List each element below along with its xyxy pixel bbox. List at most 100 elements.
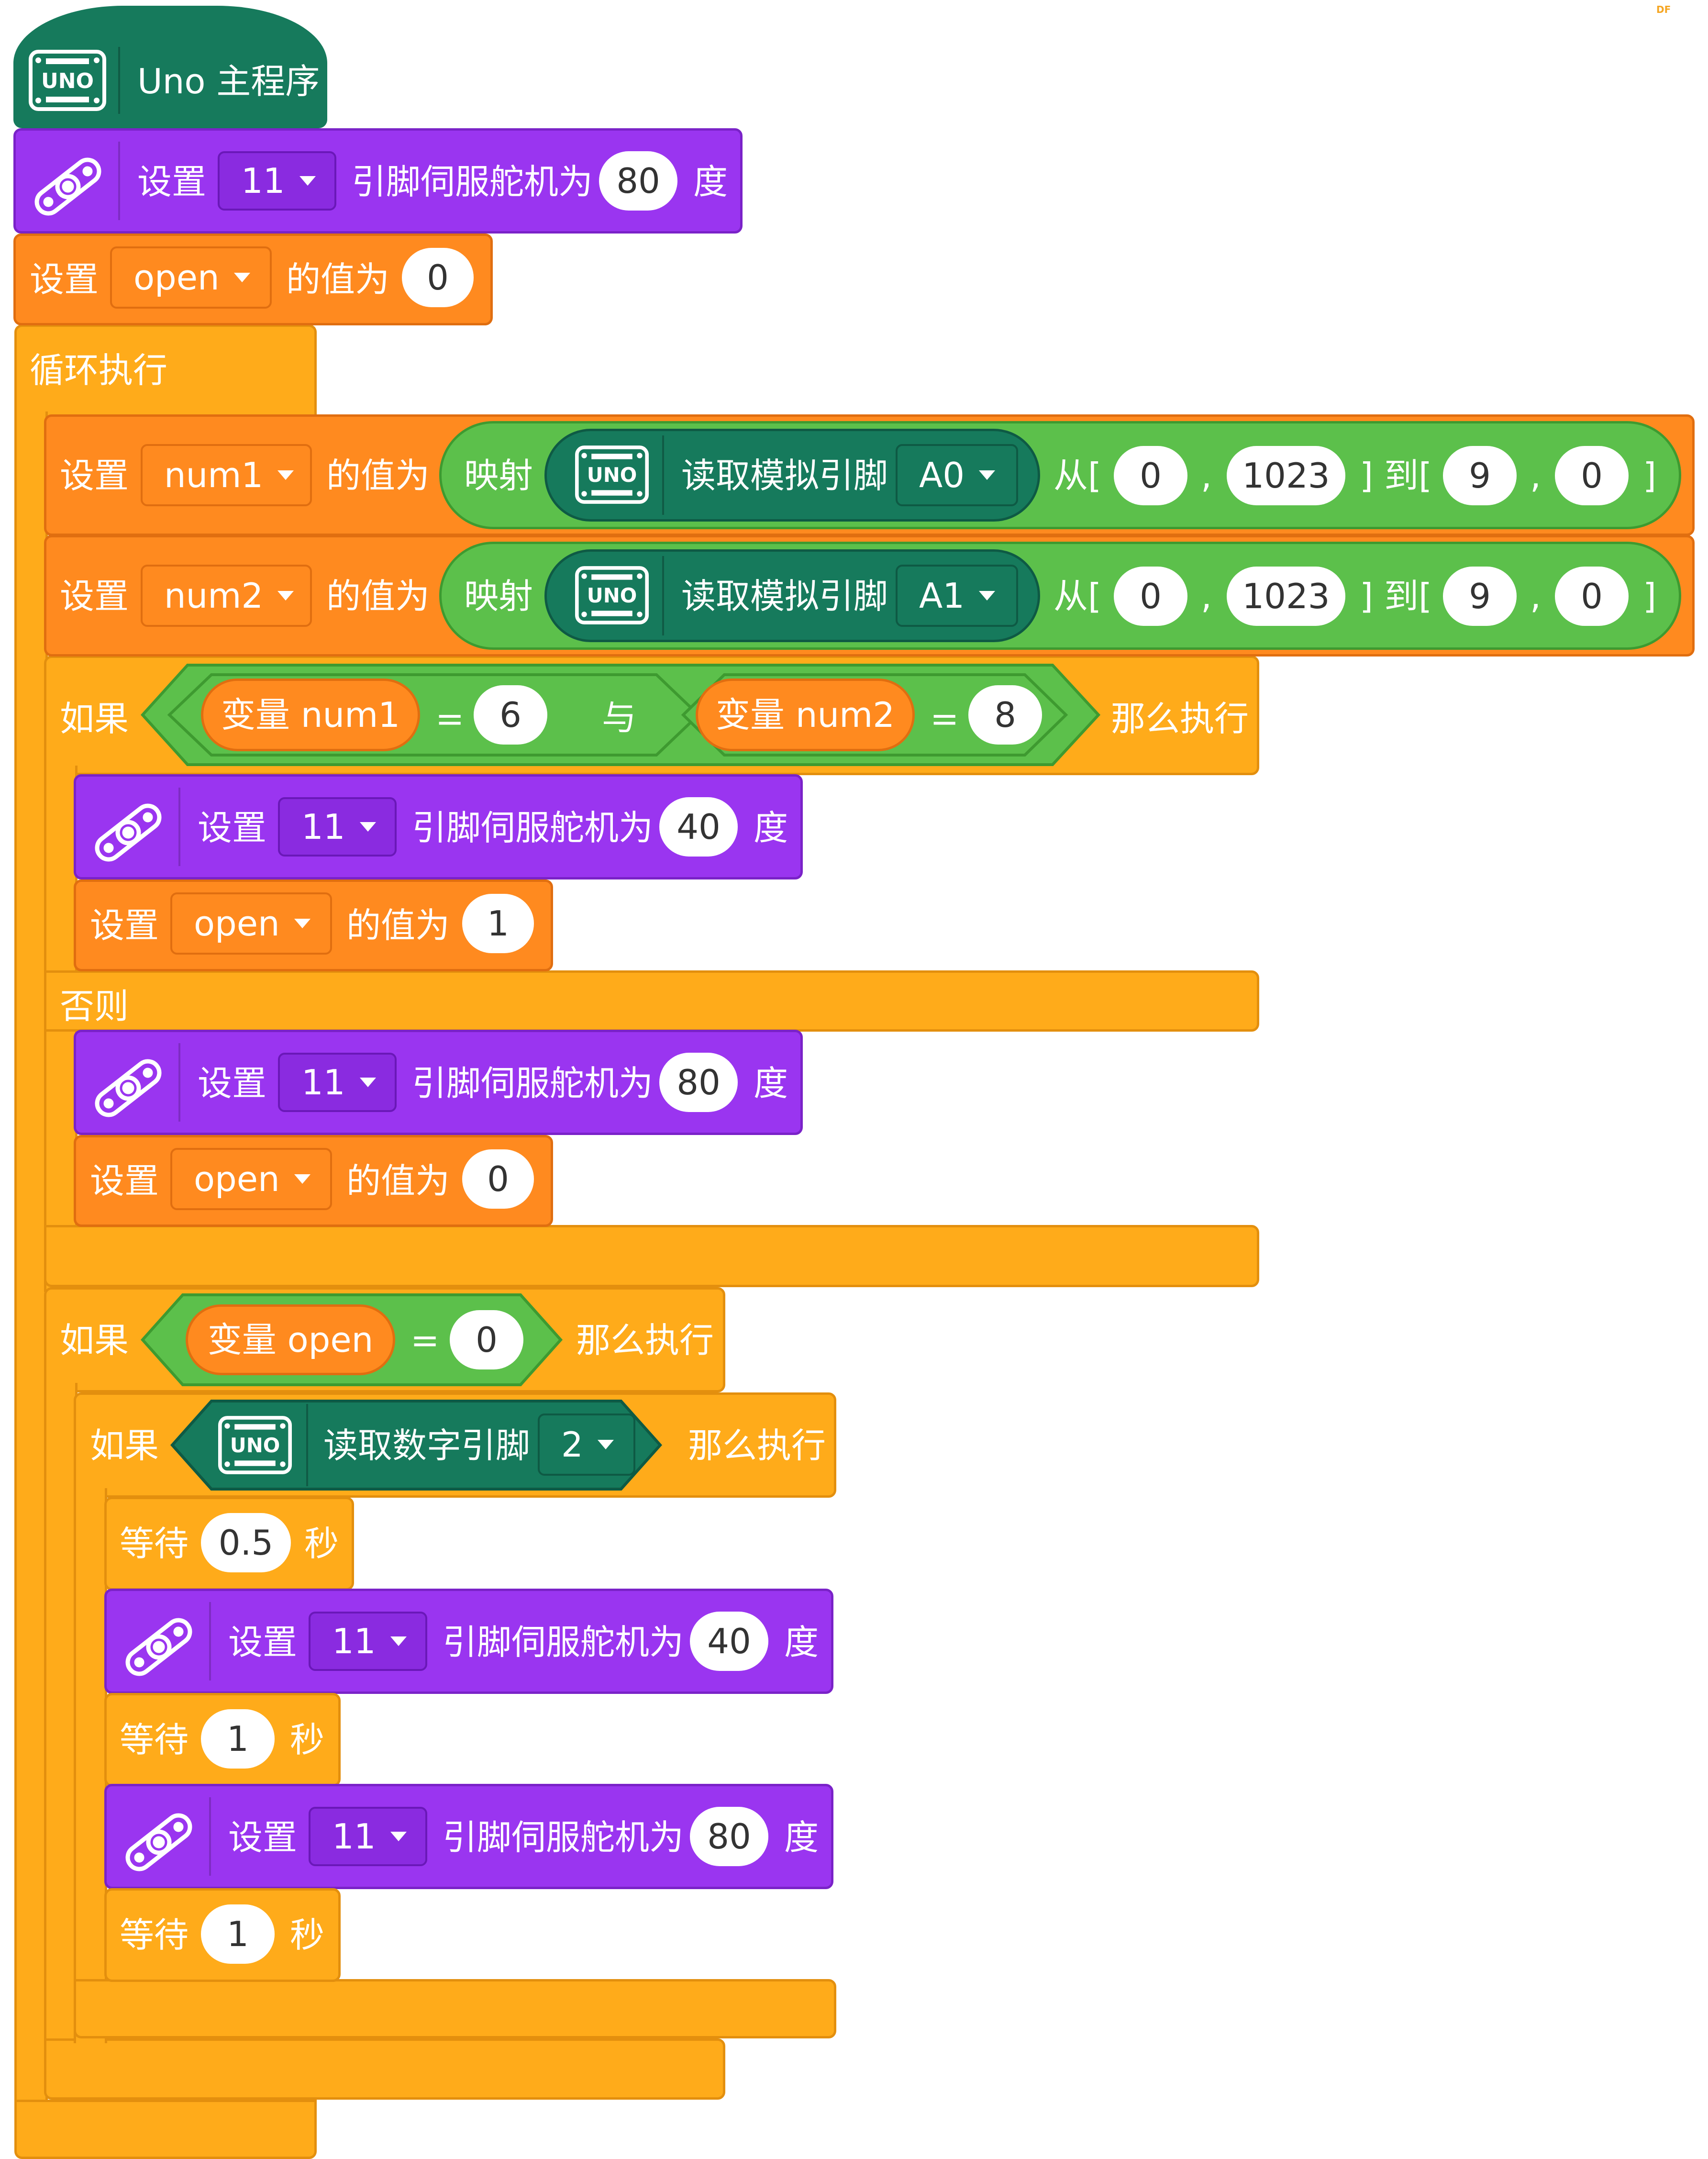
var-num1-reporter[interactable]: 变量 num1 [201,679,420,751]
var-dropdown-num2[interactable]: num2 [141,565,312,627]
degree-label: 度 [784,1622,819,1662]
comma: , [1201,456,1212,496]
wait-input[interactable]: 1 [201,1709,275,1769]
var-dropdown-num1[interactable]: num1 [141,444,312,506]
servo-pin-label: 引脚伺服舵机为 [412,808,654,848]
loop-bottom [14,2100,317,2159]
if-label: 如果 [90,1425,159,1466]
loop-label: 循环执行 [30,350,168,390]
set-label: 设置 [90,1161,159,1201]
servo-pin-label: 引脚伺服舵机为 [352,162,593,202]
wait-label: 等待 [120,1720,189,1760]
value-input[interactable]: 0 [402,248,474,307]
to-high-input[interactable]: 0 [1555,446,1629,505]
servo-pin-dropdown[interactable]: 11 [309,1807,427,1866]
servo-icon [34,157,101,216]
if1-bottom [44,1225,1259,1287]
analog-pin-dropdown[interactable]: A1 [896,565,1018,627]
servo-pin-dropdown[interactable]: 11 [278,1053,397,1112]
eq-label: = [410,1320,440,1360]
servo-icon [125,1618,192,1676]
degree-label: 度 [754,1063,788,1103]
then-label: 那么执行 [576,1320,714,1360]
value-is-label: 的值为 [326,456,430,496]
uno-board-icon: UNO [29,50,106,111]
close-bracket: ] [1643,456,1657,496]
eq-label: = [930,699,959,739]
servo-angle-input[interactable]: 80 [599,151,677,211]
comma: , [1530,576,1541,616]
wait-label: 等待 [120,1915,189,1955]
watermark: DF [1656,4,1671,15]
if3-left-arm [74,1488,107,2043]
svg-text:UNO: UNO [587,463,637,487]
loop-block[interactable] [14,324,317,415]
servo-pin-dropdown[interactable]: 11 [309,1612,427,1671]
analog-pin-dropdown[interactable]: A0 [896,444,1018,506]
servo-pin-label: 引脚伺服舵机为 [412,1063,654,1103]
var-dropdown-open[interactable]: open [170,1148,332,1210]
and-label: 与 [602,698,637,738]
from-high-input[interactable]: 1023 [1227,446,1345,505]
uno-board-icon: UNO [575,445,649,504]
value-is-label: 的值为 [346,1161,450,1201]
servo-icon [125,1813,192,1871]
sec-label: 秒 [290,1720,325,1760]
if3-bottom [74,1979,836,2038]
servo-set-label: 设置 [198,1063,267,1103]
to-high-input[interactable]: 0 [1555,567,1629,626]
wait-label: 等待 [120,1524,189,1564]
value-is-label: 的值为 [346,905,450,946]
compare-input[interactable]: 6 [474,685,547,745]
if-label: 如果 [60,699,129,739]
servo-angle-input[interactable]: 40 [690,1612,768,1671]
servo-angle-input[interactable]: 80 [690,1807,768,1866]
eq-label: = [435,699,465,739]
var-num2-reporter[interactable]: 变量 num2 [696,679,915,751]
servo-set-label: 设置 [198,808,267,848]
read-analog-label: 读取模拟引脚 [681,456,888,496]
servo-angle-input[interactable]: 80 [659,1053,738,1112]
wait-input[interactable]: 1 [201,1904,275,1964]
map-label: 映射 [464,456,533,496]
set-label: 设置 [90,905,159,946]
servo-pin-dropdown[interactable]: 11 [278,797,397,857]
var-open-reporter[interactable]: 变量 open [186,1304,395,1375]
to-label: ] 到[ [1360,456,1432,496]
set-label: 设置 [60,576,129,616]
to-low-input[interactable]: 9 [1443,446,1517,505]
var-dropdown-open[interactable]: open [170,892,332,955]
from-low-input[interactable]: 0 [1114,567,1187,626]
comma: , [1201,576,1212,616]
wait-input[interactable]: 0.5 [201,1513,291,1572]
compare-input[interactable]: 0 [450,1310,523,1369]
close-bracket: ] [1643,576,1657,616]
value-input[interactable]: 0 [462,1149,534,1209]
digital-pin-dropdown[interactable]: 2 [538,1413,635,1476]
map-label: 映射 [464,576,533,616]
degree-label: 度 [693,162,728,202]
from-label: 从[ [1054,456,1102,496]
from-low-input[interactable]: 0 [1114,446,1187,505]
uno-board-icon: UNO [575,566,649,624]
servo-pin-label: 引脚伺服舵机为 [443,1817,684,1858]
if-label: 如果 [60,1320,129,1360]
to-low-input[interactable]: 9 [1443,567,1517,626]
value-is-label: 的值为 [326,576,430,616]
servo-angle-input[interactable]: 40 [659,797,738,857]
read-analog-label: 读取模拟引脚 [681,576,888,616]
loop-left-arm [14,412,48,2111]
program-title: Uno 主程序 [137,61,320,101]
var-dropdown-open[interactable]: open [110,246,272,309]
compare-input[interactable]: 8 [968,685,1042,745]
uno-label: UNO [41,69,94,93]
value-input[interactable]: 1 [462,894,534,953]
from-high-input[interactable]: 1023 [1227,567,1345,626]
then-label: 那么执行 [688,1425,826,1466]
set-label: 设置 [60,456,129,496]
servo-pin-dropdown[interactable]: 11 [218,151,336,211]
servo-set-label: 设置 [137,162,207,202]
servo-set-label: 设置 [228,1817,298,1858]
to-label: ] 到[ [1360,576,1432,616]
else-bar [44,970,1259,1032]
